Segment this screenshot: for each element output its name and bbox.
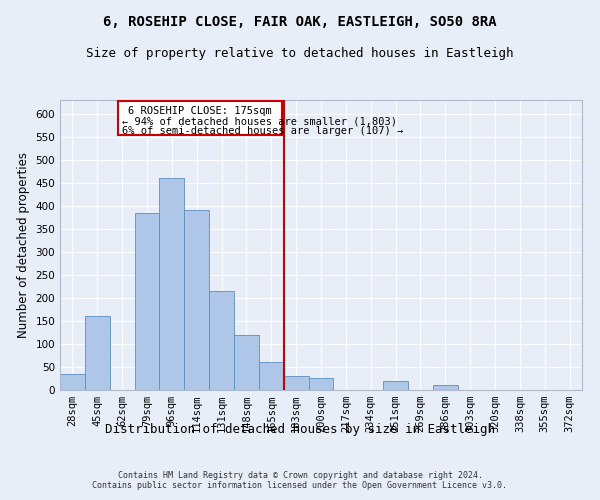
FancyBboxPatch shape (118, 101, 282, 136)
Y-axis label: Number of detached properties: Number of detached properties (17, 152, 30, 338)
Bar (284, 376, 308, 390)
Bar (60, 374, 85, 390)
Text: 6, ROSEHIP CLOSE, FAIR OAK, EASTLEIGH, SO50 8RA: 6, ROSEHIP CLOSE, FAIR OAK, EASTLEIGH, S… (103, 15, 497, 29)
Bar (259, 362, 284, 390)
Bar (134, 213, 160, 390)
Text: 6% of semi-detached houses are larger (107) →: 6% of semi-detached houses are larger (1… (122, 126, 403, 136)
Bar (209, 291, 234, 390)
Bar (383, 381, 408, 390)
Bar (433, 386, 458, 390)
Bar (184, 210, 209, 390)
Text: Distribution of detached houses by size in Eastleigh: Distribution of detached houses by size … (105, 422, 495, 436)
Text: Size of property relative to detached houses in Eastleigh: Size of property relative to detached ho… (86, 48, 514, 60)
Text: 6 ROSEHIP CLOSE: 175sqm: 6 ROSEHIP CLOSE: 175sqm (128, 106, 272, 117)
Text: Contains HM Land Registry data © Crown copyright and database right 2024.
Contai: Contains HM Land Registry data © Crown c… (92, 470, 508, 490)
Bar (85, 316, 110, 390)
Bar (160, 178, 184, 390)
Text: ← 94% of detached houses are smaller (1,803): ← 94% of detached houses are smaller (1,… (122, 116, 397, 126)
Bar (308, 378, 334, 390)
Bar (234, 335, 259, 390)
